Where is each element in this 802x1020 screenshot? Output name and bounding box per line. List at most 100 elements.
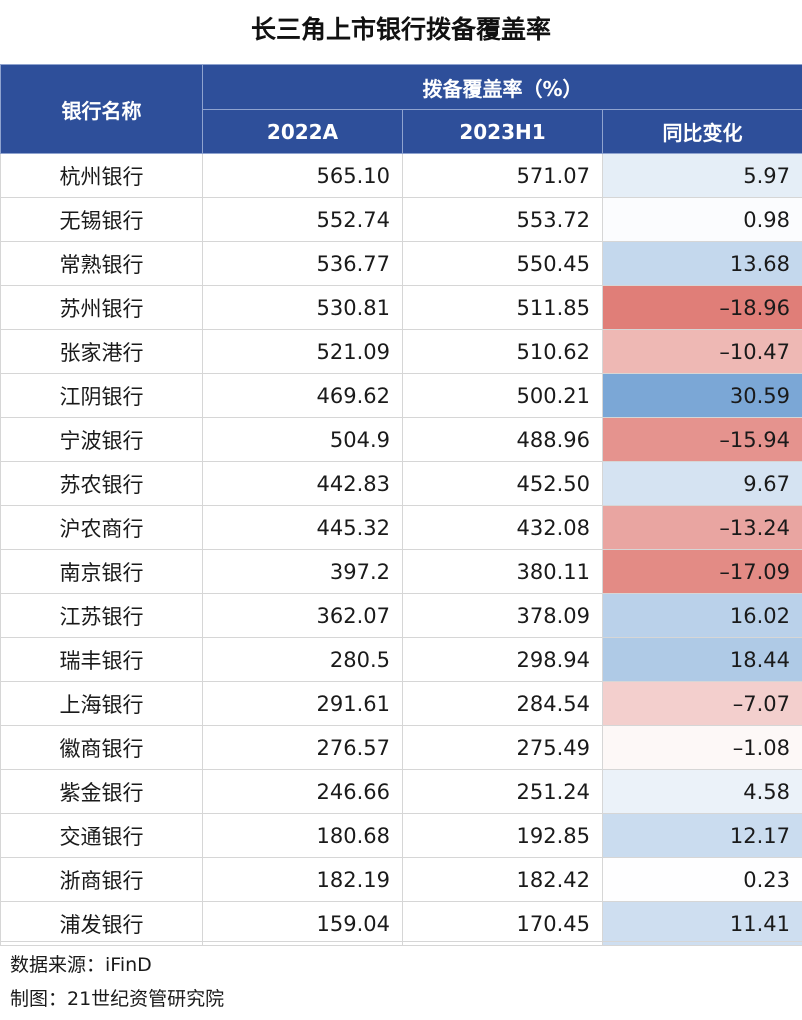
value-2022a-cell: 276.57 bbox=[202, 725, 403, 770]
table-container: 银行名称 拨备覆盖率（%） 2022A 2023H1 同比变化 杭州银行 565.… bbox=[0, 64, 802, 946]
value-2023h1-cell: 571.07 bbox=[402, 153, 603, 198]
table-row: 无锡银行 552.74 553.72 0.98 bbox=[0, 197, 802, 242]
bank-name-cell: 杭州银行 bbox=[0, 153, 203, 198]
bank-name-cell: 紫金银行 bbox=[0, 769, 203, 814]
table-row: 交通银行 180.68 192.85 12.17 bbox=[0, 813, 802, 858]
value-2022a-cell: 565.10 bbox=[202, 153, 403, 198]
yoy-change-cell: 0.98 bbox=[601, 197, 802, 242]
yoy-change-cell: 5.97 bbox=[601, 153, 802, 198]
bank-name-cell: 苏农银行 bbox=[0, 461, 203, 506]
value-2022a-cell: 362.07 bbox=[202, 593, 403, 638]
table-row: 宁波银行 504.9 488.96 –15.94 bbox=[0, 417, 802, 462]
value-2023h1-cell: 251.24 bbox=[402, 769, 603, 814]
chart-maker: 制图：21世纪资管研究院 bbox=[10, 988, 225, 1010]
bank-name-cell: 瑞丰银行 bbox=[0, 637, 203, 682]
value-2023h1-cell: 510.62 bbox=[402, 329, 603, 374]
table-row: 杭州银行 565.10 571.07 5.97 bbox=[0, 153, 802, 198]
bank-name-cell: 苏州银行 bbox=[0, 285, 203, 330]
header-2022a: 2022A bbox=[202, 109, 403, 154]
value-2022a-cell: 536.77 bbox=[202, 241, 403, 286]
yoy-change-cell: –1.08 bbox=[601, 725, 802, 770]
data-source: 数据来源：iFinD bbox=[10, 954, 152, 976]
yoy-change-cell: 30.59 bbox=[601, 373, 802, 418]
yoy-change-cell: 12.17 bbox=[601, 813, 802, 858]
value-2023h1-cell: 500.21 bbox=[402, 373, 603, 418]
table-row: 上海银行 291.61 284.54 –7.07 bbox=[0, 681, 802, 726]
value-2022a-cell: 442.83 bbox=[202, 461, 403, 506]
bank-name-cell: 浦发银行 bbox=[0, 901, 203, 946]
value-2022a-cell: 397.2 bbox=[202, 549, 403, 594]
yoy-change-cell: 11.41 bbox=[601, 901, 802, 946]
value-2022a-cell: 469.62 bbox=[202, 373, 403, 418]
value-2022a-cell: 445.32 bbox=[202, 505, 403, 550]
yoy-change-cell: –10.47 bbox=[601, 329, 802, 374]
value-2023h1-cell: 380.11 bbox=[402, 549, 603, 594]
table-row: 江阴银行 469.62 500.21 30.59 bbox=[0, 373, 802, 418]
value-2022a-cell: 291.61 bbox=[202, 681, 403, 726]
yoy-change-cell: 0.23 bbox=[601, 857, 802, 902]
value-2022a-cell: 552.74 bbox=[202, 197, 403, 242]
table-row: 常熟银行 536.77 550.45 13.68 bbox=[0, 241, 802, 286]
bank-name-cell: 南京银行 bbox=[0, 549, 203, 594]
yoy-change-cell: 9.67 bbox=[601, 461, 802, 506]
table-row: 徽商银行 276.57 275.49 –1.08 bbox=[0, 725, 802, 770]
yoy-change-cell: –7.07 bbox=[601, 681, 802, 726]
yoy-change-cell: –15.94 bbox=[601, 417, 802, 462]
bank-name-cell: 宁波银行 bbox=[0, 417, 203, 462]
provision-coverage-table: 银行名称 拨备覆盖率（%） 2022A 2023H1 同比变化 杭州银行 565.… bbox=[0, 64, 802, 946]
value-2023h1-cell: 452.50 bbox=[402, 461, 603, 506]
table-body: 杭州银行 565.10 571.07 5.97 无锡银行 552.74 553.72 0.98… bbox=[0, 153, 802, 946]
yoy-change-cell: –18.96 bbox=[601, 285, 802, 330]
bank-name-cell: 浙商银行 bbox=[0, 857, 203, 902]
table-row: 沪农商行 445.32 432.08 –13.24 bbox=[0, 505, 802, 550]
table-row: 江苏银行 362.07 378.09 16.02 bbox=[0, 593, 802, 638]
value-2023h1-cell: 284.54 bbox=[402, 681, 603, 726]
value-2023h1-cell: 192.85 bbox=[402, 813, 603, 858]
value-2023h1-cell: 511.85 bbox=[402, 285, 603, 330]
value-2022a-cell: 504.9 bbox=[202, 417, 403, 462]
bank-name-cell: 江苏银行 bbox=[0, 593, 203, 638]
table-title: 长三角上市银行拨备覆盖率 bbox=[250, 15, 551, 44]
table-row: 瑞丰银行 280.5 298.94 18.44 bbox=[0, 637, 802, 682]
table-row: 张家港行 521.09 510.62 –10.47 bbox=[0, 329, 802, 374]
table-row: 苏州银行 530.81 511.85 –18.96 bbox=[0, 285, 802, 330]
value-2023h1-cell: 378.09 bbox=[402, 593, 603, 638]
yoy-change-cell: 16.02 bbox=[601, 593, 802, 638]
value-2023h1-cell: 170.45 bbox=[402, 901, 603, 946]
header-bank-name: 银行名称 bbox=[0, 64, 203, 154]
bank-name-cell: 张家港行 bbox=[0, 329, 203, 374]
footer: 数据来源：iFinD 制图：21世纪资管研究院 bbox=[0, 941, 802, 1020]
value-2023h1-cell: 550.45 bbox=[402, 241, 603, 286]
bank-name-cell: 沪农商行 bbox=[0, 505, 203, 550]
table-row: 南京银行 397.2 380.11 –17.09 bbox=[0, 549, 802, 594]
yoy-change-cell: 4.58 bbox=[601, 769, 802, 814]
bank-name-cell: 江阴银行 bbox=[0, 373, 203, 418]
value-2023h1-cell: 488.96 bbox=[402, 417, 603, 462]
table-row: 紫金银行 246.66 251.24 4.58 bbox=[0, 769, 802, 814]
header-2023h1: 2023H1 bbox=[402, 109, 603, 154]
yoy-change-cell: 13.68 bbox=[601, 241, 802, 286]
table-row: 浙商银行 182.19 182.42 0.23 bbox=[0, 857, 802, 902]
value-2023h1-cell: 553.72 bbox=[402, 197, 603, 242]
value-2022a-cell: 280.5 bbox=[202, 637, 403, 682]
bank-name-cell: 上海银行 bbox=[0, 681, 203, 726]
value-2023h1-cell: 298.94 bbox=[402, 637, 603, 682]
bank-name-cell: 无锡银行 bbox=[0, 197, 203, 242]
yoy-change-cell: –13.24 bbox=[601, 505, 802, 550]
bank-name-cell: 常熟银行 bbox=[0, 241, 203, 286]
yoy-change-cell: 18.44 bbox=[601, 637, 802, 682]
value-2023h1-cell: 182.42 bbox=[402, 857, 603, 902]
bank-name-cell: 交通银行 bbox=[0, 813, 203, 858]
header-coverage-group: 拨备覆盖率（%） bbox=[201, 64, 802, 110]
value-2022a-cell: 530.81 bbox=[202, 285, 403, 330]
value-2022a-cell: 182.19 bbox=[202, 857, 403, 902]
table-row: 苏农银行 442.83 452.50 9.67 bbox=[0, 461, 802, 506]
value-2022a-cell: 180.68 bbox=[202, 813, 403, 858]
value-2023h1-cell: 275.49 bbox=[402, 725, 603, 770]
table-row: 浦发银行 159.04 170.45 11.41 bbox=[0, 901, 802, 946]
value-2022a-cell: 159.04 bbox=[202, 901, 403, 946]
bank-name-cell: 徽商银行 bbox=[0, 725, 203, 770]
header-yoy-change: 同比变化 bbox=[601, 109, 802, 154]
value-2022a-cell: 521.09 bbox=[202, 329, 403, 374]
